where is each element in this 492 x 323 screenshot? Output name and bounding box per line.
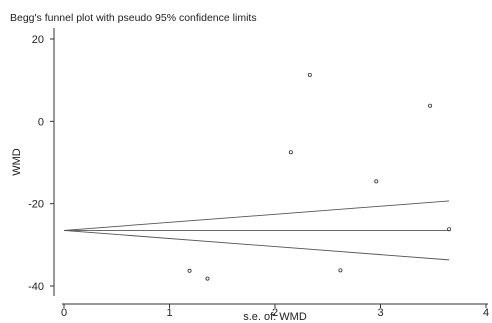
study-point bbox=[288, 150, 293, 155]
x-tick-label: 0 bbox=[61, 307, 67, 319]
y-tick-label: 0 bbox=[38, 116, 44, 128]
lower-confidence-limit bbox=[63, 229, 450, 261]
x-tick-label: 4 bbox=[483, 307, 489, 319]
upper-confidence-limit bbox=[63, 200, 450, 231]
study-point bbox=[307, 72, 312, 77]
chart-title: Begg's funnel plot with pseudo 95% confi… bbox=[10, 12, 257, 24]
study-point bbox=[428, 103, 433, 108]
study-point bbox=[374, 179, 379, 184]
x-axis-label: s.e. of: WMD bbox=[243, 311, 307, 323]
y-tick-label: -40 bbox=[28, 281, 44, 293]
study-point bbox=[338, 268, 343, 273]
data-points bbox=[187, 72, 452, 281]
study-point bbox=[187, 268, 192, 273]
x-axis-ticks: 0 1 2 3 4 bbox=[61, 304, 489, 319]
funnel-lines bbox=[63, 200, 450, 261]
study-point bbox=[447, 227, 452, 232]
x-tick-label: 2 bbox=[272, 307, 278, 319]
y-tick-label: -20 bbox=[28, 199, 44, 211]
y-axis-label: WMD bbox=[11, 148, 23, 176]
x-tick-label: 1 bbox=[166, 307, 172, 319]
y-tick-label: 20 bbox=[32, 34, 44, 46]
x-tick-label: 3 bbox=[377, 307, 383, 319]
study-point bbox=[205, 276, 210, 281]
y-axis-ticks: -40 -20 0 20 bbox=[28, 34, 54, 293]
